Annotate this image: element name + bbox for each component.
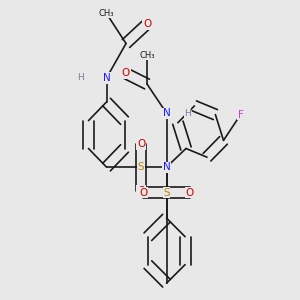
- Text: S: S: [138, 162, 144, 172]
- Text: F: F: [238, 110, 244, 120]
- Text: O: O: [186, 188, 194, 198]
- Text: O: O: [139, 188, 147, 198]
- Text: O: O: [143, 19, 151, 29]
- Text: N: N: [103, 73, 110, 83]
- Text: N: N: [163, 108, 170, 118]
- Text: O: O: [137, 139, 145, 149]
- Text: H: H: [184, 109, 191, 118]
- Text: CH₃: CH₃: [139, 51, 155, 60]
- Text: O: O: [122, 68, 130, 79]
- Text: CH₃: CH₃: [99, 9, 114, 18]
- Text: N: N: [163, 162, 170, 172]
- Text: O: O: [137, 185, 145, 196]
- Text: H: H: [78, 74, 84, 82]
- Text: S: S: [163, 188, 170, 198]
